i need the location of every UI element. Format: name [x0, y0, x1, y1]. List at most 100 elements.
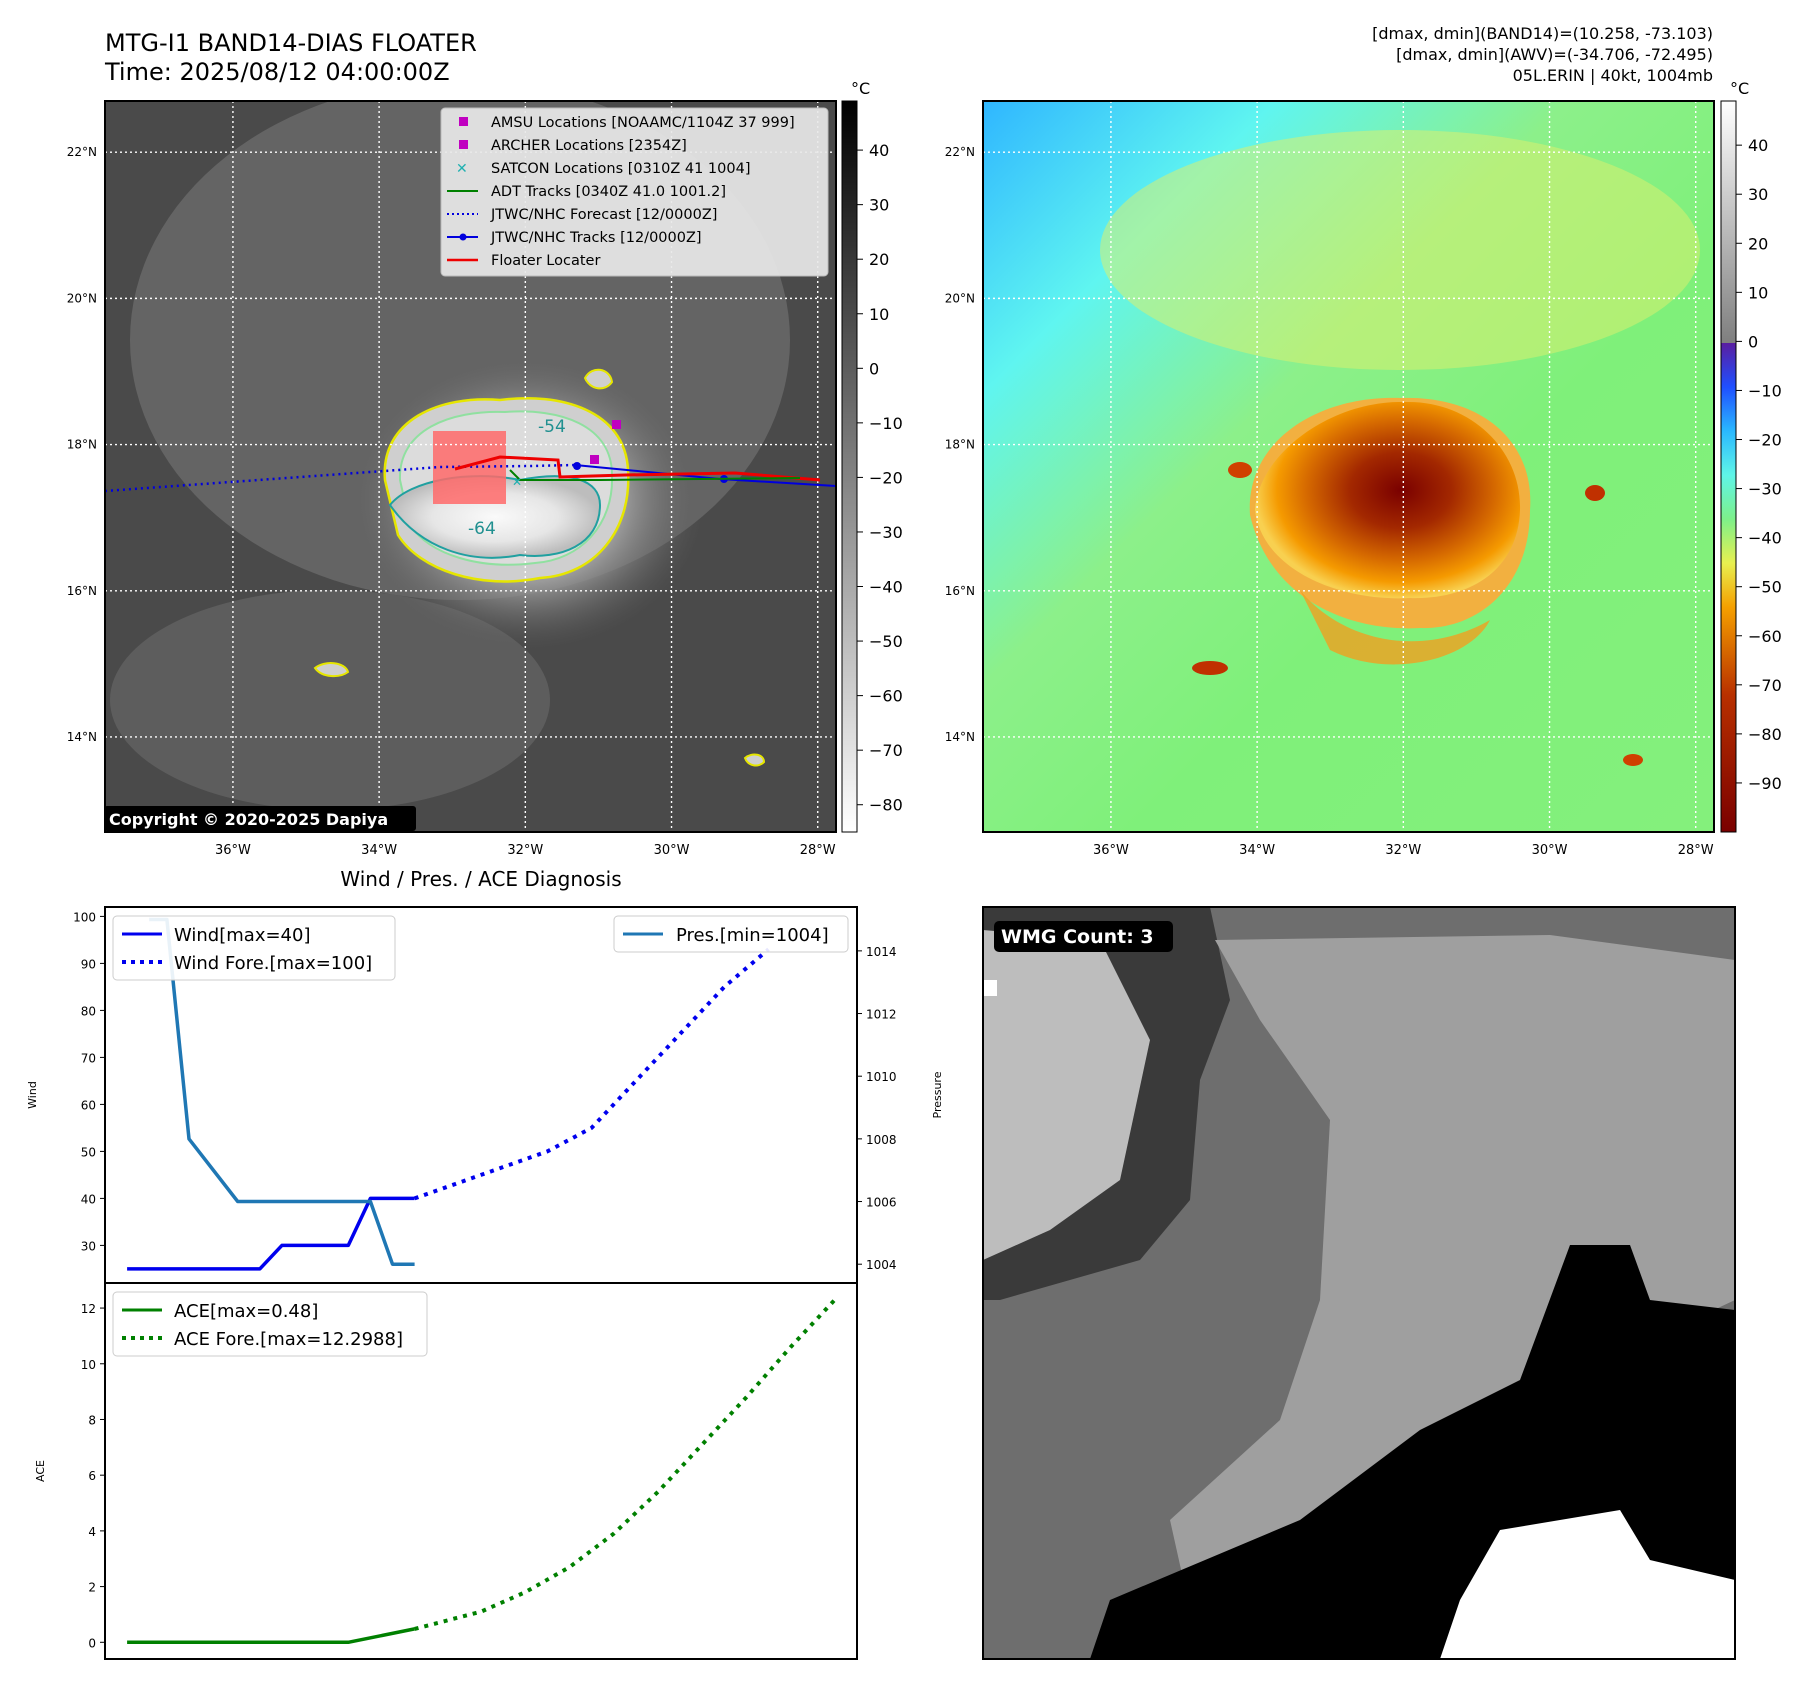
wind-tick-label: 80 — [81, 1004, 96, 1018]
colorbar-label: 20 — [869, 250, 889, 269]
ace-tick-label: 12 — [81, 1302, 96, 1316]
colorbar-label: −80 — [1748, 725, 1782, 744]
colorbar-label: 0 — [869, 359, 879, 378]
pressure-line — [149, 917, 415, 1266]
ace-axis-label: ACE — [34, 1460, 47, 1482]
ir-frame — [104, 100, 837, 833]
wmg-badge — [994, 921, 1173, 952]
ace-line — [127, 1627, 415, 1645]
pressure-tick-label: 1010 — [866, 1070, 897, 1084]
awv-cell-east — [1585, 485, 1605, 501]
ir-cell-south — [743, 753, 766, 767]
ir-colorbar — [841, 100, 858, 833]
legend-forecast: JTWC/NHC Forecast [12/0000Z] — [490, 207, 717, 223]
legend-amsu: AMSU Locations [NOAAMC/1104Z 37 999] — [491, 115, 795, 131]
wmg-badge-text: WMG Count: 3 — [1001, 926, 1154, 948]
wind-tick-label: 70 — [81, 1051, 96, 1065]
ir-lat-label: 14°N — [67, 730, 97, 744]
wmg-white-pixel — [983, 980, 997, 996]
ir-tracks: ✕ — [105, 420, 836, 493]
ir-lat-label: 22°N — [67, 145, 97, 159]
wmg-light-region — [983, 930, 1150, 1260]
colorbar-label: −20 — [869, 468, 903, 487]
contour-label-54: -54 — [538, 417, 566, 437]
wmg-white-region — [1440, 1510, 1735, 1659]
colorbar-label: −40 — [869, 578, 903, 597]
ir-legend: AMSU Locations [NOAAMC/1104Z 37 999] ARC… — [440, 107, 829, 277]
colorbar-label: 30 — [1748, 185, 1768, 204]
colorbar-label: −60 — [1748, 627, 1782, 646]
floater-box — [433, 431, 506, 504]
ace-tick-label: 10 — [81, 1358, 96, 1372]
ir-lon-label: 34°W — [361, 843, 397, 858]
awv-frame — [982, 100, 1715, 833]
wind-tick-label: 30 — [81, 1239, 96, 1253]
archer-marker-icon — [459, 140, 468, 149]
pressure-ticks: 1004 1006 1008 1010 1012 1014 — [857, 945, 897, 1272]
ir-colorbar-ticks: 40 30 20 10 0 −10 −20 −30 −40 −50 −60 −70 −80 — [857, 141, 903, 815]
awv-lon-label: 34°W — [1239, 843, 1275, 858]
copyright-text: Copyright © 2020-2025 Dapiya — [109, 810, 388, 829]
awv-rainbands — [1300, 590, 1490, 665]
awv-gridlines — [983, 101, 1714, 832]
tracks-dot-icon — [459, 233, 467, 241]
wind-tick-label: 100 — [73, 910, 96, 924]
ir-cloud-band — [110, 590, 550, 810]
satcon-marker-icon: ✕ — [456, 161, 468, 177]
legend-floater: Floater Locater — [491, 253, 600, 269]
wind-line — [127, 1196, 415, 1271]
copyright-badge — [104, 806, 416, 831]
awv-axis-ticks: 36°W 34°W 32°W 30°W 28°W 22°N 20°N 18°N 16°N 14°N — [945, 145, 1714, 858]
awv-moist-band — [1100, 130, 1700, 370]
storm-info: 05L.ERIN | 40kt, 1004mb — [1513, 66, 1713, 85]
awv-cell-southwest — [1192, 661, 1228, 675]
awv-lat-label: 22°N — [945, 145, 975, 159]
colorbar-label: −60 — [869, 687, 903, 706]
ace-fore-legend-label: ACE Fore.[max=12.2988] — [174, 1329, 403, 1350]
colorbar-label: −50 — [1748, 578, 1782, 597]
wind-legend: Wind[max=40] Wind Fore.[max=100] — [112, 915, 396, 981]
ir-lat-label: 16°N — [67, 584, 97, 598]
pressure-axis-label: Pressure — [931, 1071, 944, 1118]
ace-tick-label: 8 — [88, 1413, 96, 1427]
colorbar-label: −70 — [869, 741, 903, 760]
ir-lat-label: 18°N — [67, 438, 97, 452]
awv-lon-label: 36°W — [1093, 843, 1129, 858]
pressure-tick-label: 1008 — [866, 1133, 897, 1147]
awv-cell-west — [1228, 462, 1252, 478]
ace-tick-label: 2 — [88, 1581, 96, 1595]
ir-colorbar-unit: °C — [851, 79, 870, 98]
ace-tick-label: 0 — [88, 1636, 96, 1650]
ir-cell-west — [313, 662, 350, 678]
colorbar-label: −10 — [869, 414, 903, 433]
colorbar-label: −50 — [869, 632, 903, 651]
colorbar-label: −10 — [1748, 381, 1782, 400]
wind-series — [127, 917, 770, 1271]
wmg-frame — [982, 906, 1736, 1660]
figure-title: MTG-I1 BAND14-DIAS FLOATER — [105, 29, 477, 57]
awv-colorbar-upper — [1721, 101, 1736, 343]
awv-panel: 36°W 34°W 32°W 30°W 28°W 22°N 20°N 18°N 16°N 14°N… — [945, 79, 1782, 858]
ace-tick-label: 6 — [88, 1469, 96, 1483]
pressure-tick-label: 1012 — [866, 1008, 897, 1022]
awv-colorbar-lower — [1721, 343, 1736, 832]
wind-ticks: 30 40 50 60 70 80 90 100 — [73, 910, 105, 1253]
pres-legend: Pres.[min=1004] — [613, 915, 849, 953]
awv-lat-label: 20°N — [945, 291, 975, 305]
amsu-marker-icon — [459, 117, 468, 126]
colorbar-label: −30 — [869, 523, 903, 542]
ir-panel: -54 -64 ✕ 36°W 34°W 32°W 30°W 28°W 22°N 20°N 18… — [67, 79, 903, 858]
pressure-tick-label: 1004 — [866, 1258, 897, 1272]
ir-lon-label: 32°W — [507, 843, 543, 858]
pressure-tick-label: 1014 — [866, 945, 897, 959]
wmg-panel: WMG Count: 3 — [982, 906, 1736, 1660]
ace-series — [127, 1298, 837, 1645]
colorbar-label: 10 — [1748, 283, 1768, 302]
colorbar-label: 10 — [869, 305, 889, 324]
colorbar-label: 40 — [869, 141, 889, 160]
awv-lon-label: 28°W — [1678, 843, 1714, 858]
colorbar-label: −40 — [1748, 529, 1782, 548]
awv-cell-southeast — [1623, 754, 1643, 766]
